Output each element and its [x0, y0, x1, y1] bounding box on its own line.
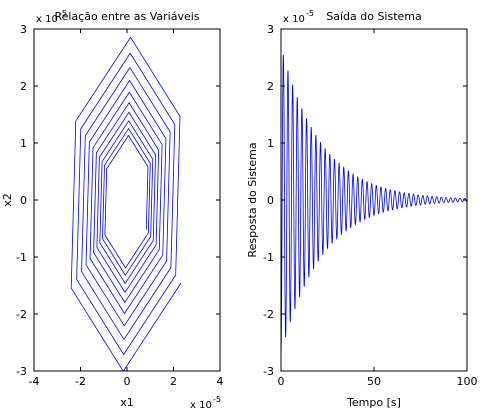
x-tick-label: 0	[278, 375, 285, 388]
y-tick-label: 0	[267, 194, 274, 207]
response-plot: 0 50 100 3 2 1 0 -1 -2 -3 x 10-5 Saída do Sistema Te…	[246, 9, 478, 409]
y-tick-label: 1	[267, 137, 274, 150]
y-tick-label: -2	[263, 308, 274, 321]
y-tick-label: -1	[263, 251, 274, 264]
x-tick-label: 2	[170, 375, 177, 388]
y-tick-label: 2	[267, 80, 274, 93]
y-tick-label: 0	[20, 194, 27, 207]
y-tick-label: -3	[16, 365, 27, 378]
x-axis-label: Tempo [s]	[346, 396, 401, 409]
axes-frame	[280, 28, 468, 372]
response-line	[281, 54, 467, 354]
y-exponent-label: x 10	[283, 14, 305, 25]
x-tick-label: 0	[124, 375, 131, 388]
x-tick-label: -4	[29, 375, 40, 388]
chart-title: Saída do Sistema	[326, 10, 422, 23]
y-tick-label: 1	[20, 137, 27, 150]
x-tick-label: 4	[217, 375, 224, 388]
x-axis-label: x1	[120, 396, 134, 409]
y-tick-label: -2	[16, 308, 27, 321]
y-axis-label: x2	[1, 193, 14, 207]
chart-title: Relação entre as Variáveis	[54, 10, 199, 23]
y-axis-label: Resposta do Sistema	[246, 142, 259, 257]
phase-trajectory-line	[70, 36, 182, 371]
y-exponent-label: x 10	[36, 14, 58, 25]
y-tick-label: -3	[263, 365, 274, 378]
y-tick-label: 2	[20, 80, 27, 93]
x-tick-label: 100	[457, 375, 478, 388]
x-tick-label: 50	[367, 375, 381, 388]
axes-frame	[33, 28, 221, 372]
x-exponent-power: -5	[213, 395, 221, 404]
y-exponent-power: -5	[306, 9, 314, 18]
y-tick-label: 3	[267, 23, 274, 36]
y-tick-label: 3	[20, 23, 27, 36]
y-tick-label: -1	[16, 251, 27, 264]
x-exponent-label: x 10	[190, 400, 212, 411]
x-tick-label: -2	[75, 375, 86, 388]
y-exponent-power: -5	[59, 9, 67, 18]
